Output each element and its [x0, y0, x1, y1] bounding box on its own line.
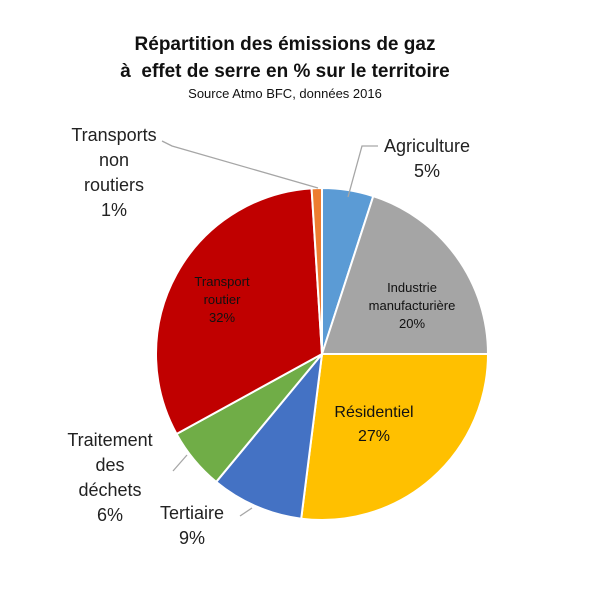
- slice-label-line-transport-routier: Transport: [194, 274, 250, 289]
- chart-subtitle: Source Atmo BFC, données 2016: [188, 86, 382, 101]
- slice-value-label-transport-routier: 32%: [209, 310, 235, 325]
- pie-slice-residentiel: [300, 353, 490, 521]
- slice-label-line-dechets: des: [95, 455, 124, 475]
- leader-line-transports-non-routiers: [161, 140, 319, 189]
- slice-value-label-transports-non-routiers: 1%: [101, 200, 127, 220]
- pie-slice-transport-routier: [154, 187, 324, 436]
- slice-label-line-transports-non-routiers: non: [99, 150, 129, 170]
- chart-title-line2: à effet de serre en % sur le territoire: [120, 61, 449, 82]
- slice-label-line-dechets: Traitement: [67, 430, 152, 450]
- slice-value-label-tertiaire: 9%: [179, 528, 205, 548]
- chart-title-line1: Répartition des émissions de gaz: [135, 34, 436, 55]
- slice-labels: Agriculture 5% Industrie manufacturière 20% R…: [67, 125, 470, 548]
- pie-slice-industrie: [320, 194, 490, 355]
- slice-label-line-residentiel: Résidentiel: [334, 404, 413, 421]
- slice-value-label-residentiel: 27%: [358, 428, 390, 445]
- slice-value-label-dechets: 6%: [97, 505, 123, 525]
- slice-value-label-industrie: 20%: [399, 316, 425, 331]
- slice-label-line-industrie: Industrie: [387, 280, 437, 295]
- slice-label-line-agriculture: Agriculture: [384, 136, 470, 156]
- pie-slices: [154, 186, 490, 521]
- leader-lines: [161, 140, 378, 517]
- pie-slice-tertiaire: [214, 350, 324, 520]
- leader-line-agriculture: [347, 145, 378, 198]
- slice-label-line-industrie: manufacturière: [369, 298, 456, 313]
- leader-line-tertiaire: [239, 507, 253, 517]
- leader-line-dechets: [172, 454, 188, 472]
- slice-label-line-transports-non-routiers: Transports: [71, 125, 156, 145]
- slice-label-line-transports-non-routiers: routiers: [84, 175, 144, 195]
- slice-label-line-dechets: déchets: [78, 480, 141, 500]
- slice-value-label-agriculture: 5%: [414, 161, 440, 181]
- slice-label-line-tertiaire: Tertiaire: [160, 503, 224, 523]
- slice-label-line-transport-routier: routier: [204, 292, 242, 307]
